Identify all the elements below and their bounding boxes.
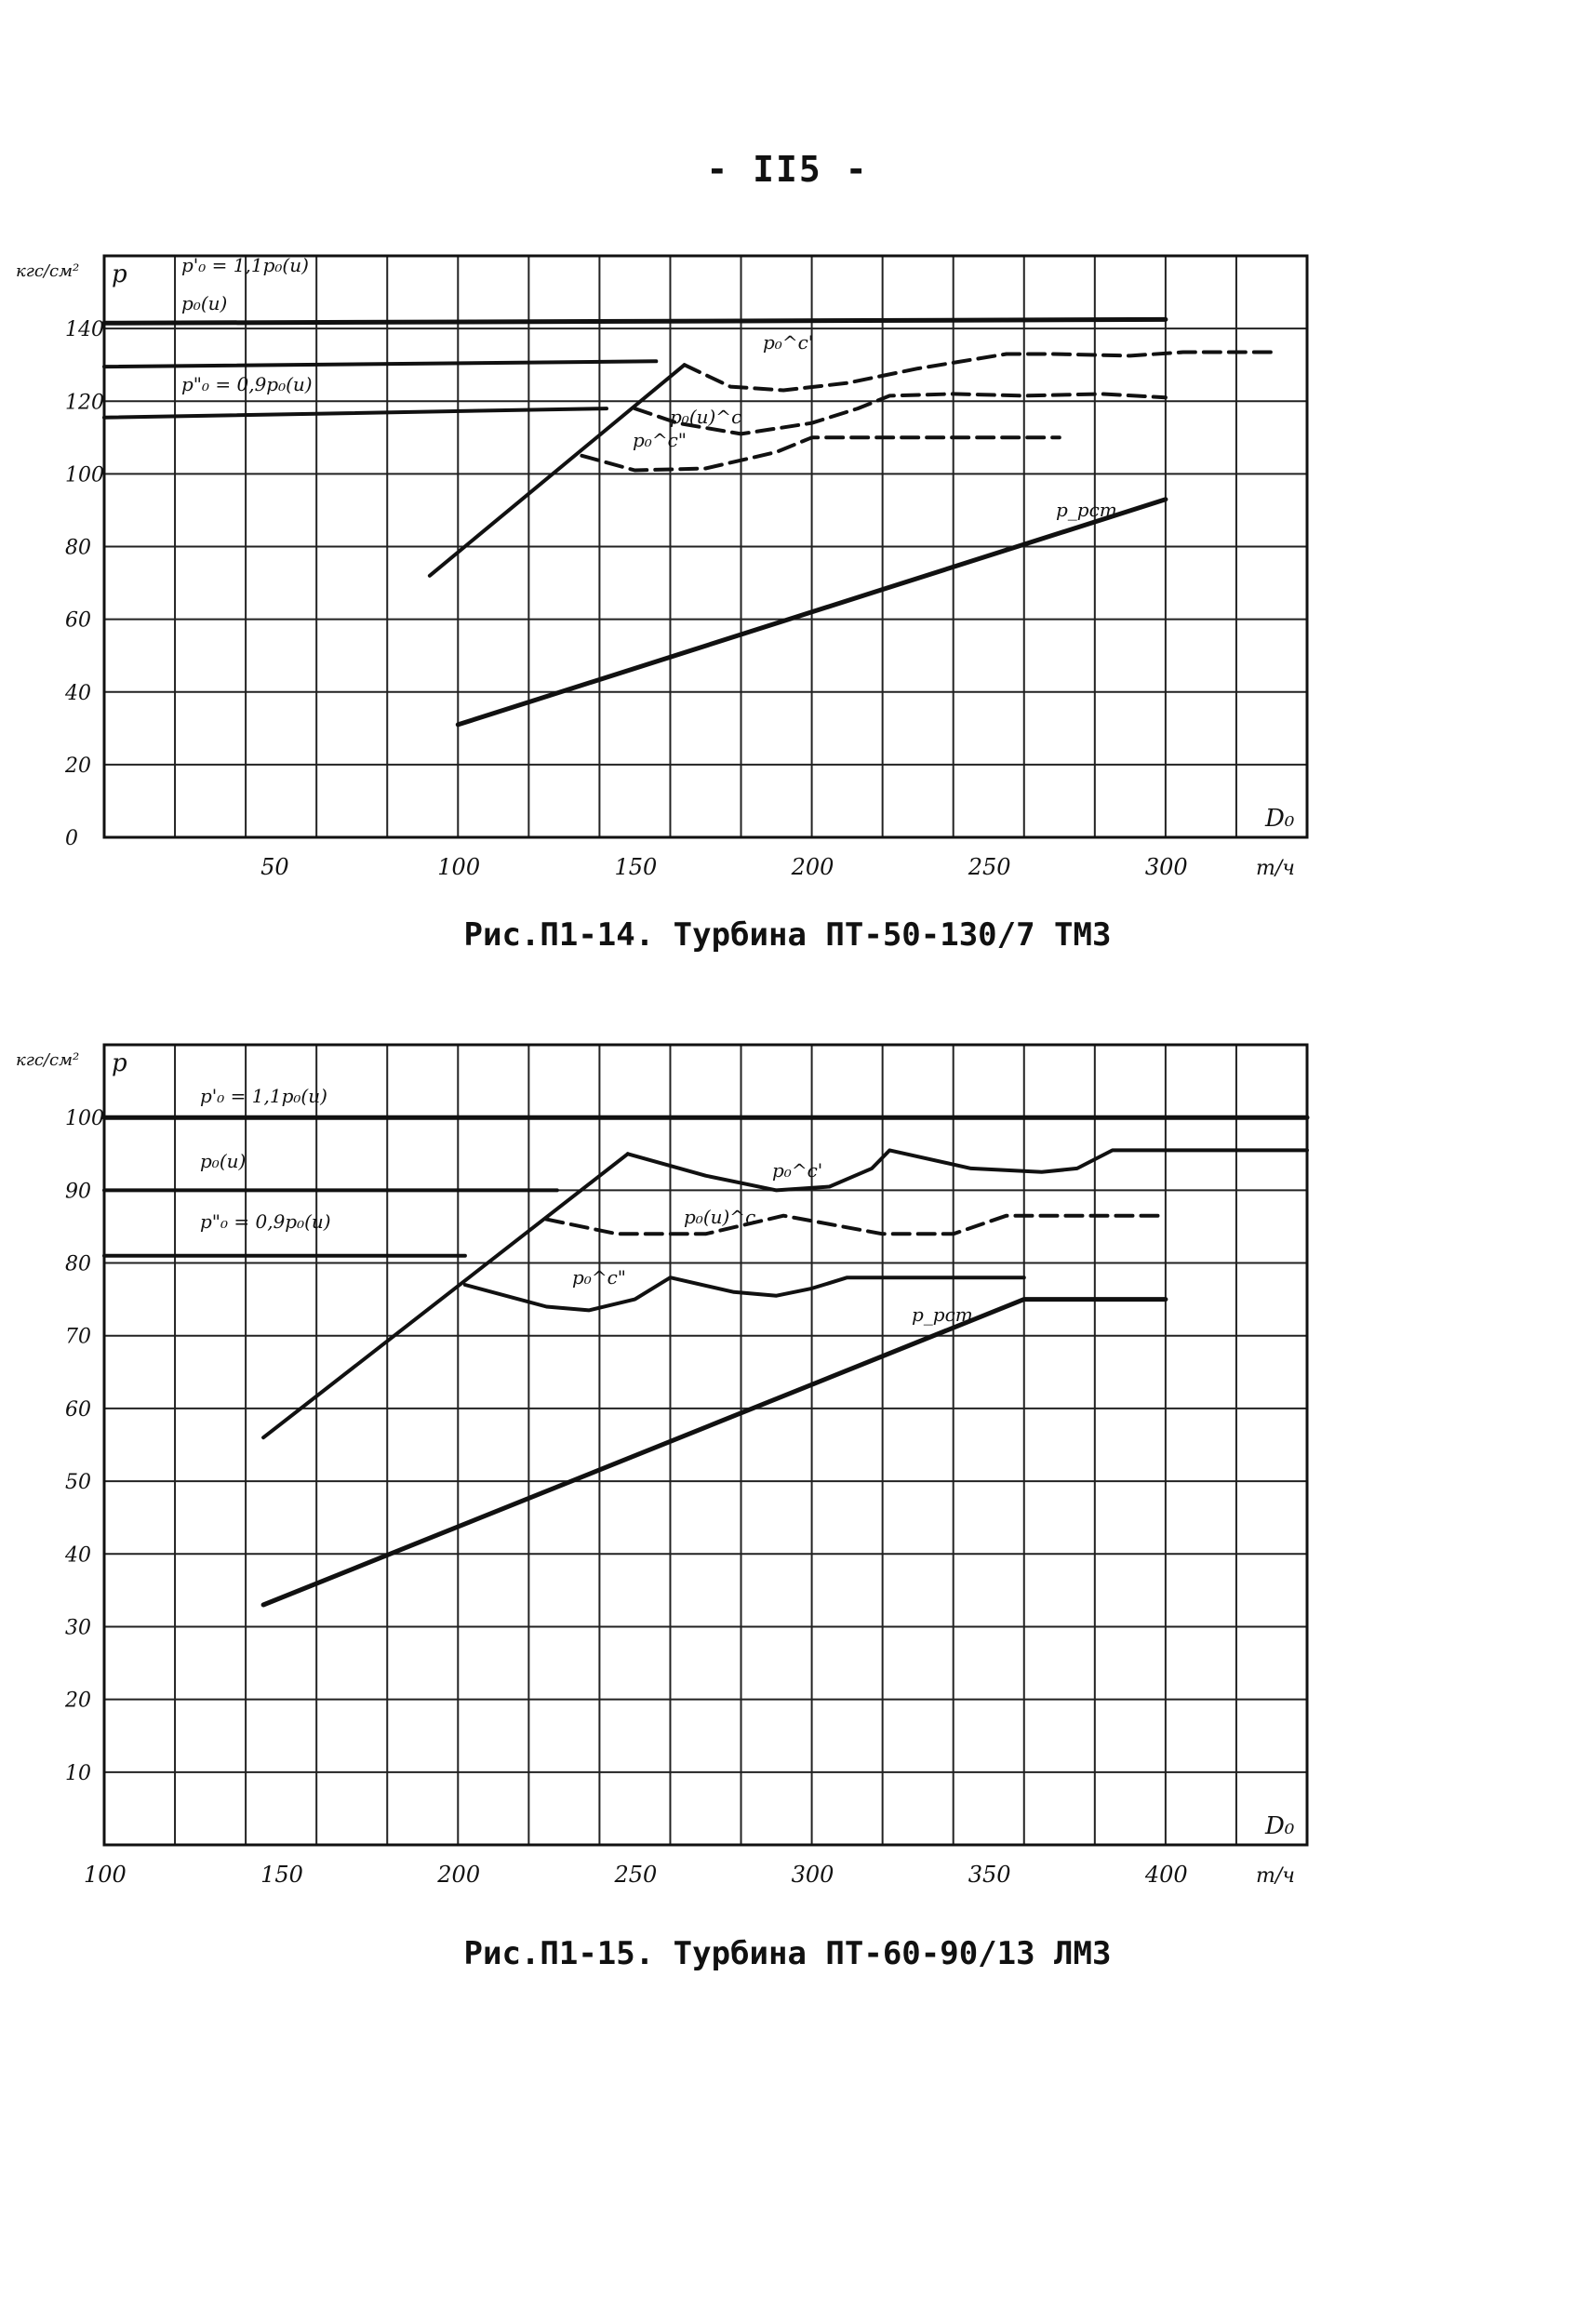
- x-tick-label: 150: [614, 854, 657, 880]
- series-annotation: p₀(и)^c: [684, 1206, 755, 1228]
- series-line: [633, 392, 1168, 436]
- x-axis-label: D₀: [1264, 805, 1295, 833]
- y-tick-label: 60: [65, 1398, 91, 1422]
- plot-frame: [102, 254, 1309, 839]
- series-annotation: p_рст: [912, 1303, 973, 1326]
- x-tick-label: 100: [84, 1862, 127, 1888]
- y-axis-unit: кгс/см²: [16, 261, 79, 281]
- y-tick-label: 10: [65, 1762, 91, 1785]
- series-line: [455, 497, 1168, 728]
- series-annotation: p₀(и)^c: [670, 406, 741, 428]
- y-tick-label: 30: [65, 1616, 91, 1639]
- y-tick-label: 20: [64, 755, 91, 778]
- x-axis-unit: т/ч: [1256, 1864, 1295, 1888]
- page-number: - II5 -: [706, 149, 869, 190]
- series-annotation: p₀^c': [763, 331, 813, 354]
- y-tick-label: 140: [65, 318, 104, 341]
- x-tick-label: 350: [968, 1862, 1011, 1888]
- y-tick-label: 120: [65, 391, 104, 414]
- x-tick-label: 300: [1145, 854, 1188, 880]
- y-tick-label: 90: [65, 1180, 91, 1203]
- x-tick-label: 200: [791, 854, 834, 880]
- series-line: [102, 407, 608, 420]
- caption-chart-1: Рис.П1-14. Турбина ПТ-50-130/7 ТМЗ: [463, 916, 1112, 954]
- chart-canvas-1: кгс/см² p D₀ т/ч 50 100 150 200 250 300 0 20 40 60 80 1…: [16, 254, 1309, 880]
- series-annotation: p'₀ = 1,1p₀(и): [200, 1085, 327, 1107]
- series-line: [102, 359, 659, 369]
- series-annotation: p₀^c": [572, 1266, 626, 1289]
- y-tick-label: 70: [65, 1326, 91, 1349]
- caption-chart-2: Рис.П1-15. Турбина ПТ-60-90/13 ЛМЗ: [463, 1935, 1112, 1972]
- y-axis-label: p: [112, 260, 127, 288]
- y-tick-label: 50: [65, 1471, 91, 1494]
- x-tick-label: 300: [792, 1862, 834, 1888]
- y-tick-label: 100: [65, 463, 104, 487]
- x-tick-label: 100: [437, 854, 480, 880]
- x-tick-label: 250: [968, 854, 1011, 880]
- series-line: [625, 1148, 1309, 1193]
- chart-canvas-2: кгс/см² p D₀ т/ч 100 150 200 250 300 350 400 10 20 30…: [16, 1043, 1310, 1888]
- y-tick-label: 60: [65, 609, 91, 633]
- series-line: [261, 1152, 630, 1440]
- chart-turbine-pt-50: кгс/см² p D₀ т/ч 50 100 150 200 250 300 0 20 40 60 80 1…: [0, 237, 1575, 944]
- series-annotation: p₀(и): [181, 292, 227, 314]
- series-annotation: p₀^c': [772, 1159, 822, 1182]
- x-axis-label: D₀: [1264, 1812, 1295, 1840]
- series-annotation: p"₀ = 0,9p₀(и): [181, 373, 313, 395]
- series-line: [260, 1297, 1168, 1608]
- chart-turbine-pt-60: кгс/см² p D₀ т/ч 100 150 200 250 300 350 400 10 20 30…: [0, 1028, 1575, 1921]
- plot-frame: [102, 1043, 1309, 1847]
- y-axis-unit: кгс/см²: [16, 1050, 79, 1070]
- y-tick-label: 100: [65, 1107, 104, 1130]
- x-tick-label: 400: [1144, 1862, 1188, 1888]
- y-tick-label: 80: [65, 537, 91, 560]
- y-tick-label: 0: [65, 827, 78, 850]
- series-line: [462, 1276, 1026, 1313]
- series-annotation: p'₀ = 1,1p₀(и): [181, 254, 309, 276]
- series-line: [427, 363, 687, 578]
- x-tick-label: 50: [260, 854, 289, 880]
- x-tick-label: 200: [436, 1862, 480, 1888]
- x-axis-unit: т/ч: [1256, 857, 1295, 880]
- x-tick-label: 250: [613, 1862, 657, 1888]
- series-annotation: p"₀ = 0,9p₀(и): [200, 1210, 331, 1233]
- series-annotation: p₀^c": [633, 429, 687, 451]
- series-line: [544, 1213, 1168, 1236]
- series-line: [580, 435, 1061, 473]
- y-tick-label: 40: [64, 682, 91, 705]
- series-line: [101, 316, 1168, 326]
- y-tick-label: 20: [64, 1690, 91, 1713]
- y-tick-label: 40: [64, 1543, 91, 1567]
- x-tick-label: 150: [260, 1862, 303, 1888]
- y-axis-label: p: [112, 1049, 127, 1077]
- y-tick-label: 80: [65, 1253, 91, 1276]
- series-annotation: p_рст: [1056, 499, 1117, 521]
- series-line: [682, 350, 1274, 393]
- series-annotation: p₀(и): [200, 1150, 246, 1172]
